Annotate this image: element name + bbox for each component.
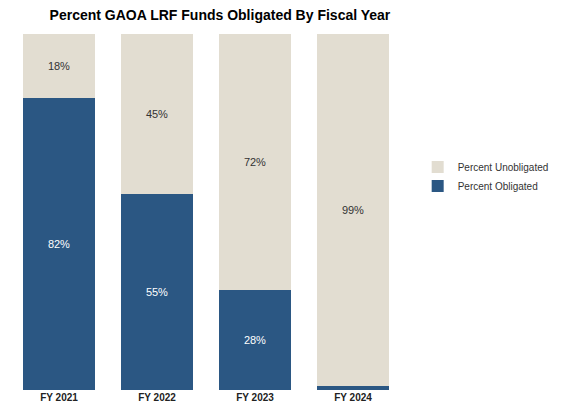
svg-text:Percent Obligated: Percent Obligated xyxy=(458,181,538,192)
svg-text:FY 2022: FY 2022 xyxy=(138,392,176,403)
svg-text:FY 2021: FY 2021 xyxy=(40,392,78,403)
svg-text:99%: 99% xyxy=(342,204,364,216)
svg-text:Percent GAOA LRF Funds Obligat: Percent GAOA LRF Funds Obligated By Fisc… xyxy=(50,7,391,23)
svg-text:FY 2024: FY 2024 xyxy=(334,392,372,403)
svg-text:Percent Unobligated: Percent Unobligated xyxy=(458,162,549,173)
svg-text:28%: 28% xyxy=(244,334,266,346)
svg-text:18%: 18% xyxy=(48,60,70,72)
svg-text:55%: 55% xyxy=(146,286,168,298)
svg-text:82%: 82% xyxy=(48,238,70,250)
svg-text:72%: 72% xyxy=(244,156,266,168)
svg-text:FY 2023: FY 2023 xyxy=(236,392,274,403)
svg-text:45%: 45% xyxy=(146,108,168,120)
